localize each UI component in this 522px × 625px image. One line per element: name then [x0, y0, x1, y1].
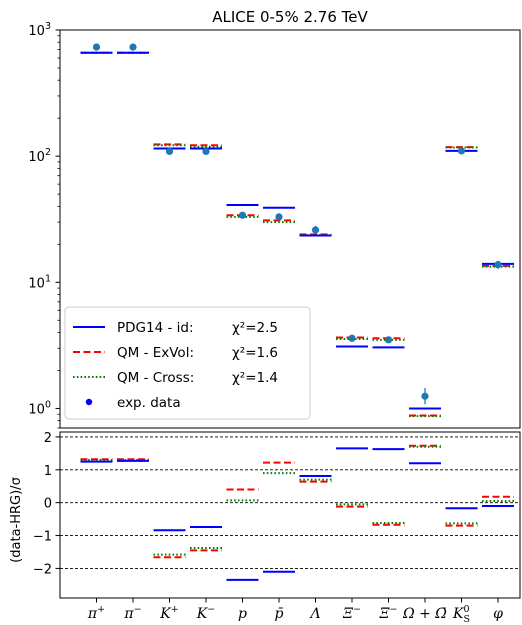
data-point-2 [165, 147, 174, 156]
bottom-y-tick-label: −2 [33, 562, 52, 577]
x-tick-label-0: π+ [87, 604, 105, 622]
legend-marker-exp [85, 398, 93, 406]
legend-chi2-1: χ²=1.6 [232, 345, 278, 361]
data-point-0 [92, 43, 101, 51]
x-tick-label-4: p [238, 606, 247, 622]
x-tick-label-10: K0 S [452, 604, 470, 625]
legend-label-0: PDG14 - id: [117, 320, 194, 336]
data-point-4 [238, 211, 247, 219]
data-point-8 [384, 336, 393, 344]
x-tick-label-2: K+ [159, 604, 178, 622]
bottom-y-tick-label: 0 [44, 497, 52, 512]
legend-chi2-2: χ²=1.4 [232, 370, 278, 386]
x-tick-label-11: φ [493, 606, 503, 622]
bottom-y-tick-label: 2 [44, 431, 52, 446]
bottom-y-tick-label: 1 [44, 464, 52, 479]
x-tick-label-3: K− [196, 604, 215, 622]
x-tick-label-9: Ω + Ω̄ [402, 606, 447, 622]
data-point-7 [348, 334, 356, 342]
data-point-1 [129, 43, 137, 51]
y-tick-label: 101 [28, 273, 51, 291]
x-tick-label-8: Ξ̄− [379, 604, 398, 622]
legend-label-2: QM - Cross: [117, 370, 194, 386]
y-tick-label: 100 [28, 399, 51, 417]
x-tick-label-7: Ξ− [342, 604, 361, 622]
x-tick-label-6: Λ [308, 606, 320, 622]
bottom-plot-frame [59, 431, 521, 599]
data-point-9 [421, 392, 429, 400]
bottom-panel: −2 −1 0 1 2 π+ π− K+ K− p p̄ Λ Ξ− Ξ̄− Ω + Ω̄ K0 S φ [33, 431, 521, 625]
bottom-y-axis-label: (data-HRG)/σ [9, 477, 24, 563]
chart-title: ALICE 0-5% 2.76 TeV [212, 8, 368, 26]
top-plot-frame [59, 29, 521, 429]
legend-box [64, 306, 311, 420]
x-tick-label-1: π− [123, 604, 141, 622]
legend-label-1: QM - ExVol: [117, 345, 194, 361]
data-point-11 [494, 261, 502, 269]
y-tick-label: 103 [28, 21, 51, 39]
data-point-6 [311, 226, 320, 234]
y-tick-label: 102 [28, 147, 51, 165]
data-point-10 [457, 147, 466, 155]
legend-chi2-0: χ²=2.5 [232, 320, 278, 336]
bottom-y-tick-label: −1 [33, 530, 52, 545]
top-panel: 100 101 102 103 [28, 21, 521, 429]
data-point-3 [202, 147, 210, 156]
data-point-5 [275, 213, 283, 221]
x-tick-label-5: p̄ [275, 606, 284, 622]
legend-label-3: exp. data [117, 395, 181, 411]
legend: PDG14 - id: χ²=2.5 QM - ExVol: χ²=1.6 QM - C… [64, 306, 311, 420]
